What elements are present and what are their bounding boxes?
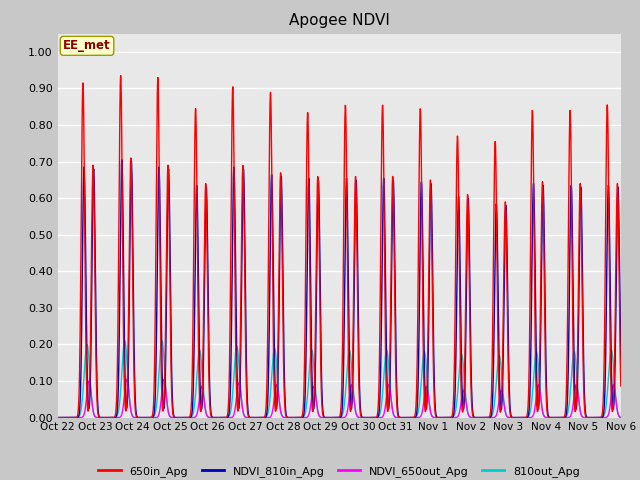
Text: EE_met: EE_met xyxy=(63,39,111,52)
Title: Apogee NDVI: Apogee NDVI xyxy=(289,13,390,28)
Legend: 650in_Apg, NDVI_810in_Apg, NDVI_650out_Apg, 810out_Apg: 650in_Apg, NDVI_810in_Apg, NDVI_650out_A… xyxy=(94,462,584,480)
